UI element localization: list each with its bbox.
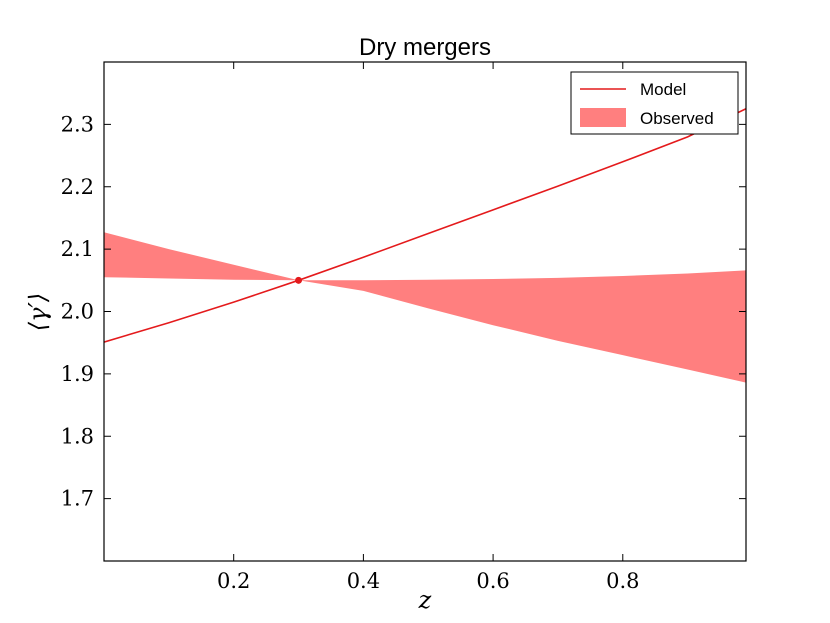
x-tick-label: 0.4 (347, 569, 380, 593)
y-tick-label: 1.7 (61, 487, 94, 511)
y-tick-label: 2.1 (61, 237, 94, 261)
legend-observed-label: Observed (640, 109, 714, 128)
legend: Model Observed (570, 71, 739, 135)
x-tick-label: 0.6 (476, 569, 509, 593)
y-tick-label: 1.8 (61, 424, 94, 448)
legend-model-label: Model (640, 80, 686, 99)
y-tick-label: 2.2 (61, 175, 94, 199)
chart-title: Dry mergers (359, 34, 491, 61)
y-axis-label: ⟨γ′⟩ (24, 293, 52, 332)
y-tick-label: 1.9 (61, 362, 94, 386)
y-tick-label: 2.0 (61, 300, 94, 324)
x-tick-label: 0.2 (217, 569, 250, 593)
x-tick-label: 0.8 (606, 569, 639, 593)
series-observed-band (104, 232, 746, 383)
x-axis-label: z (418, 586, 432, 614)
y-tick-label: 2.3 (61, 112, 94, 136)
point-marker (295, 276, 303, 284)
legend-observed-swatch (580, 108, 626, 127)
series-model-line (104, 108, 746, 343)
